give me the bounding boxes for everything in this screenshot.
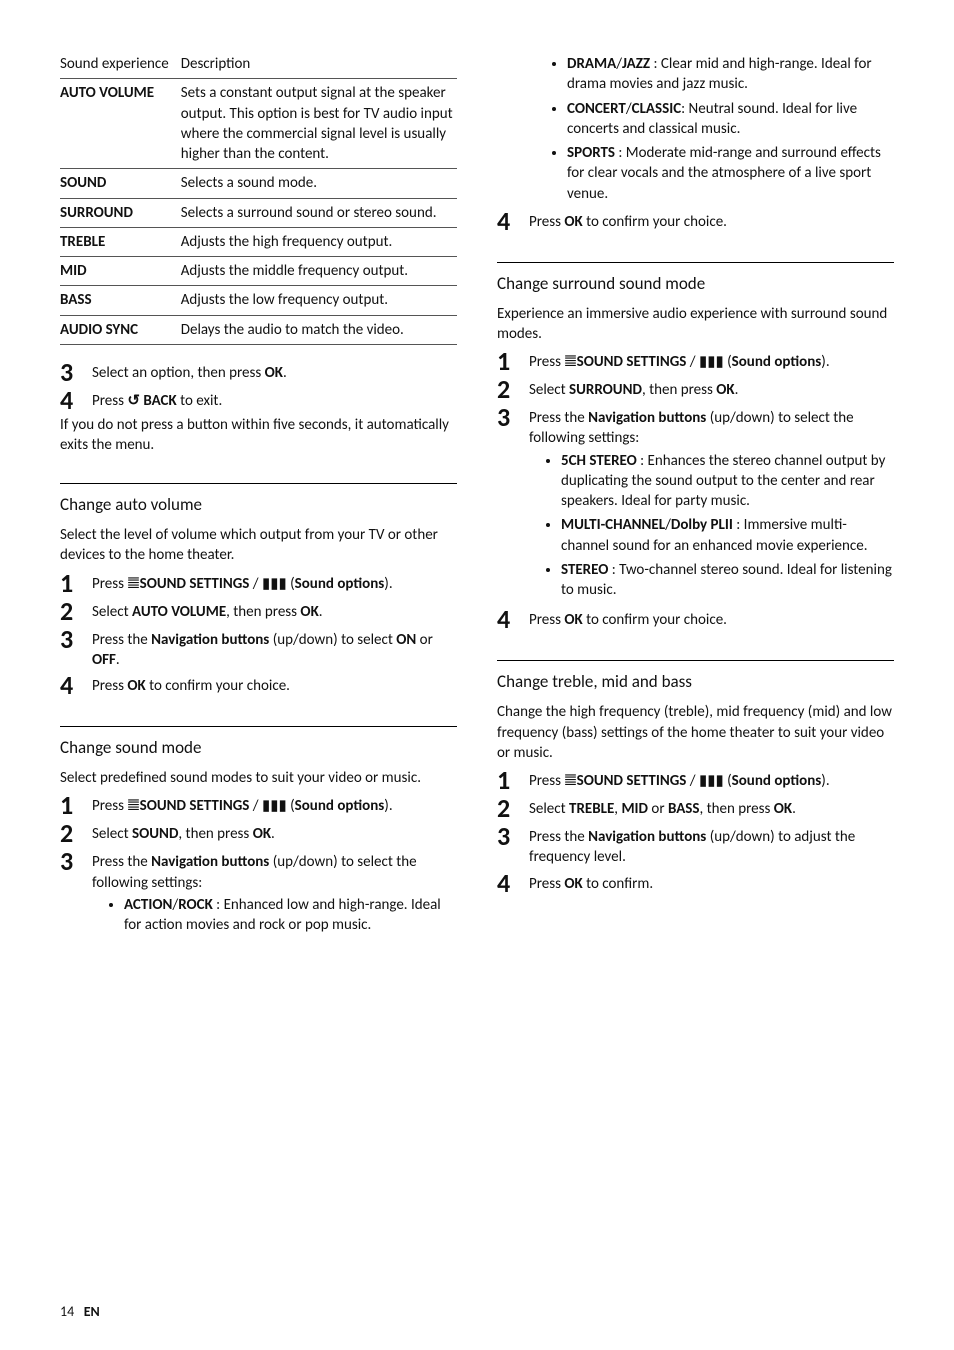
sr-step-3: Press the Navigation buttons (up/down) t…: [529, 404, 894, 604]
row-auto-volume-d: Sets a constant output signal at the spe…: [181, 79, 457, 169]
step-number: 4: [60, 387, 80, 413]
av-step-1: Press 𝍤SOUND SETTINGS / ▮▮▮ (Sound optio…: [92, 570, 457, 596]
step-number: 1: [497, 348, 517, 374]
sliders-icon: 𝍤: [127, 797, 139, 814]
auto-exit-note: If you do not press a button within five…: [60, 415, 457, 456]
step-number: 4: [60, 672, 80, 698]
sliders-icon: 𝍤: [127, 575, 139, 592]
sound-mode-heading: Change sound mode: [60, 726, 457, 760]
step-number: 4: [497, 606, 517, 632]
step-number: 3: [497, 404, 517, 604]
av-step-3: Press the Navigation buttons (up/down) t…: [92, 626, 457, 671]
sm-step-2: Select SOUND, then press OK.: [92, 820, 457, 846]
back-icon: ↺: [127, 392, 140, 409]
surround-intro: Experience an immersive audio experience…: [497, 304, 894, 345]
row-bass-d: Adjusts the low frequency output.: [181, 286, 457, 315]
sound-mode-steps: 1 Press 𝍤SOUND SETTINGS / ▮▮▮ (Sound opt…: [60, 792, 457, 939]
row-treble-d: Adjusts the high frequency output.: [181, 227, 457, 256]
tr-step-1: Press 𝍤SOUND SETTINGS / ▮▮▮ (Sound optio…: [529, 767, 894, 793]
sr-step-2: Select SURROUND, then press OK.: [529, 376, 894, 402]
step-number: 1: [497, 767, 517, 793]
auto-volume-intro: Select the level of volume which output …: [60, 525, 457, 566]
step-number: 4: [497, 870, 517, 896]
row-surround-l: SURROUND: [60, 198, 181, 227]
step-4: Press ↺ BACK to exit.: [92, 387, 457, 413]
bars-icon: ▮▮▮: [262, 575, 287, 592]
tr-step-4: Press OK to confirm.: [529, 870, 894, 896]
sm-bullet-action: ACTION/ROCK : Enhanced low and high-rang…: [124, 895, 457, 936]
treble-intro: Change the high frequency (treble), mid …: [497, 702, 894, 763]
bars-icon: ▮▮▮: [699, 772, 724, 789]
sr-step-4: Press OK to confirm your choice.: [529, 606, 894, 632]
left-column: Sound experience Description AUTO VOLUME…: [60, 50, 457, 941]
av-step-4: Press OK to confirm your choice.: [92, 672, 457, 698]
sm-step-1: Press 𝍤SOUND SETTINGS / ▮▮▮ (Sound optio…: [92, 792, 457, 818]
step-number: 3: [497, 823, 517, 868]
row-sound-d: Selects a sound mode.: [181, 169, 457, 198]
sound-experience-table: Sound experience Description AUTO VOLUME…: [60, 50, 457, 345]
page-footer: 14 EN: [60, 1303, 100, 1322]
row-bass-l: BASS: [60, 286, 181, 315]
step-number: 4: [497, 208, 517, 234]
sm-step-3: Press the Navigation buttons (up/down) t…: [92, 848, 457, 939]
sound-mode-step4: 4 Press OK to confirm your choice.: [497, 208, 894, 234]
step-number: 2: [60, 598, 80, 624]
step-number: 3: [60, 626, 80, 671]
sr-bullet-stereo: STEREO : Two-channel stereo sound. Ideal…: [561, 560, 894, 601]
sm-step-4: Press OK to confirm your choice.: [529, 208, 894, 234]
row-audio-sync-l: AUDIO SYNC: [60, 315, 181, 344]
step-number: 2: [497, 795, 517, 821]
sm-bullet-concert: CONCERT/CLASSIC: Neutral sound. Ideal fo…: [567, 99, 894, 140]
surround-heading: Change surround sound mode: [497, 262, 894, 296]
step-number: 2: [60, 820, 80, 846]
row-mid-d: Adjusts the middle frequency output.: [181, 257, 457, 286]
sr-bullet-5ch: 5CH STEREO : Enhances the stereo channel…: [561, 451, 894, 512]
lang-code: EN: [84, 1303, 100, 1320]
th-description: Description: [181, 50, 457, 79]
treble-steps: 1 Press 𝍤SOUND SETTINGS / ▮▮▮ (Sound opt…: [497, 767, 894, 896]
tr-step-2: Select TREBLE, MID or BASS, then press O…: [529, 795, 894, 821]
row-auto-volume-l: AUTO VOLUME: [60, 79, 181, 169]
step-3: Select an option, then press OK.: [92, 359, 457, 385]
row-mid-l: MID: [60, 257, 181, 286]
step-number: 2: [497, 376, 517, 402]
row-sound-l: SOUND: [60, 169, 181, 198]
row-treble-l: TREBLE: [60, 227, 181, 256]
bars-icon: ▮▮▮: [262, 797, 287, 814]
sr-bullet-multi: MULTI-CHANNEL/Dolby PLII : Immersive mul…: [561, 515, 894, 556]
sr-step-1: Press 𝍤SOUND SETTINGS / ▮▮▮ (Sound optio…: [529, 348, 894, 374]
row-audio-sync-d: Delays the audio to match the video.: [181, 315, 457, 344]
av-step-2: Select AUTO VOLUME, then press OK.: [92, 598, 457, 624]
th-experience: Sound experience: [60, 50, 181, 79]
bars-icon: ▮▮▮: [699, 353, 724, 370]
step-number: 3: [60, 848, 80, 939]
sliders-icon: 𝍤: [564, 772, 576, 789]
sound-mode-intro: Select predefined sound modes to suit yo…: [60, 768, 457, 788]
sound-mode-bullets-cont: DRAMA/JAZZ : Clear mid and high-range. I…: [497, 54, 894, 204]
page-number: 14: [60, 1303, 74, 1320]
step-number: 1: [60, 570, 80, 596]
auto-volume-heading: Change auto volume: [60, 483, 457, 517]
surround-steps: 1 Press 𝍤SOUND SETTINGS / ▮▮▮ (Sound opt…: [497, 348, 894, 632]
tr-step-3: Press the Navigation buttons (up/down) t…: [529, 823, 894, 868]
step-number: 1: [60, 792, 80, 818]
sm-bullet-sports: SPORTS : Moderate mid-range and surround…: [567, 143, 894, 204]
sliders-icon: 𝍤: [564, 353, 576, 370]
treble-heading: Change treble, mid and bass: [497, 660, 894, 694]
after-table-steps: 3 Select an option, then press OK. 4 Pre…: [60, 359, 457, 413]
sm-bullet-drama: DRAMA/JAZZ : Clear mid and high-range. I…: [567, 54, 894, 95]
right-column: DRAMA/JAZZ : Clear mid and high-range. I…: [497, 50, 894, 941]
step-number: 3: [60, 359, 80, 385]
auto-volume-steps: 1 Press 𝍤SOUND SETTINGS / ▮▮▮ (Sound opt…: [60, 570, 457, 699]
row-surround-d: Selects a surround sound or stereo sound…: [181, 198, 457, 227]
